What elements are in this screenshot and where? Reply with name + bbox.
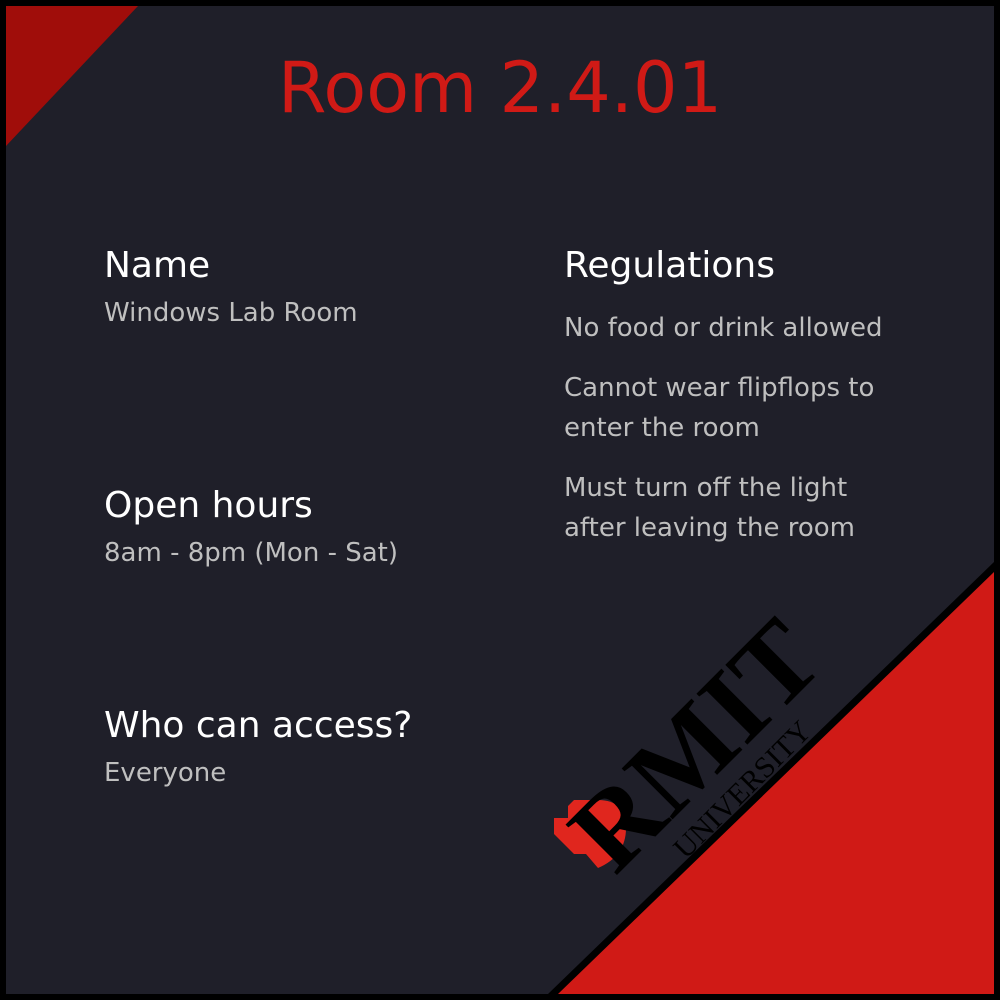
- corner-decorations: [6, 6, 994, 994]
- access-value: Everyone: [104, 758, 227, 788]
- name-value: Windows Lab Room: [104, 298, 358, 328]
- open-hours-value: 8am - 8pm (Mon - Sat): [104, 538, 398, 568]
- access-label: Who can access?: [104, 705, 413, 746]
- open-hours-label: Open hours: [104, 485, 313, 526]
- regulation-item: Must turn off the light after leaving th…: [564, 473, 855, 543]
- bottom-right-corner-triangle-fill: [558, 572, 994, 994]
- top-left-corner-triangle: [6, 6, 138, 146]
- regulations-heading: Regulations: [564, 245, 775, 286]
- room-title: Room 2.4.01: [277, 47, 723, 129]
- name-label: Name: [104, 245, 211, 286]
- room-info-panel: Room 2.4.01 Name Windows Lab Room Open h…: [6, 6, 994, 994]
- regulation-item: Cannot wear flipflops to enter the room: [564, 373, 875, 443]
- regulation-item: No food or drink allowed: [564, 313, 883, 343]
